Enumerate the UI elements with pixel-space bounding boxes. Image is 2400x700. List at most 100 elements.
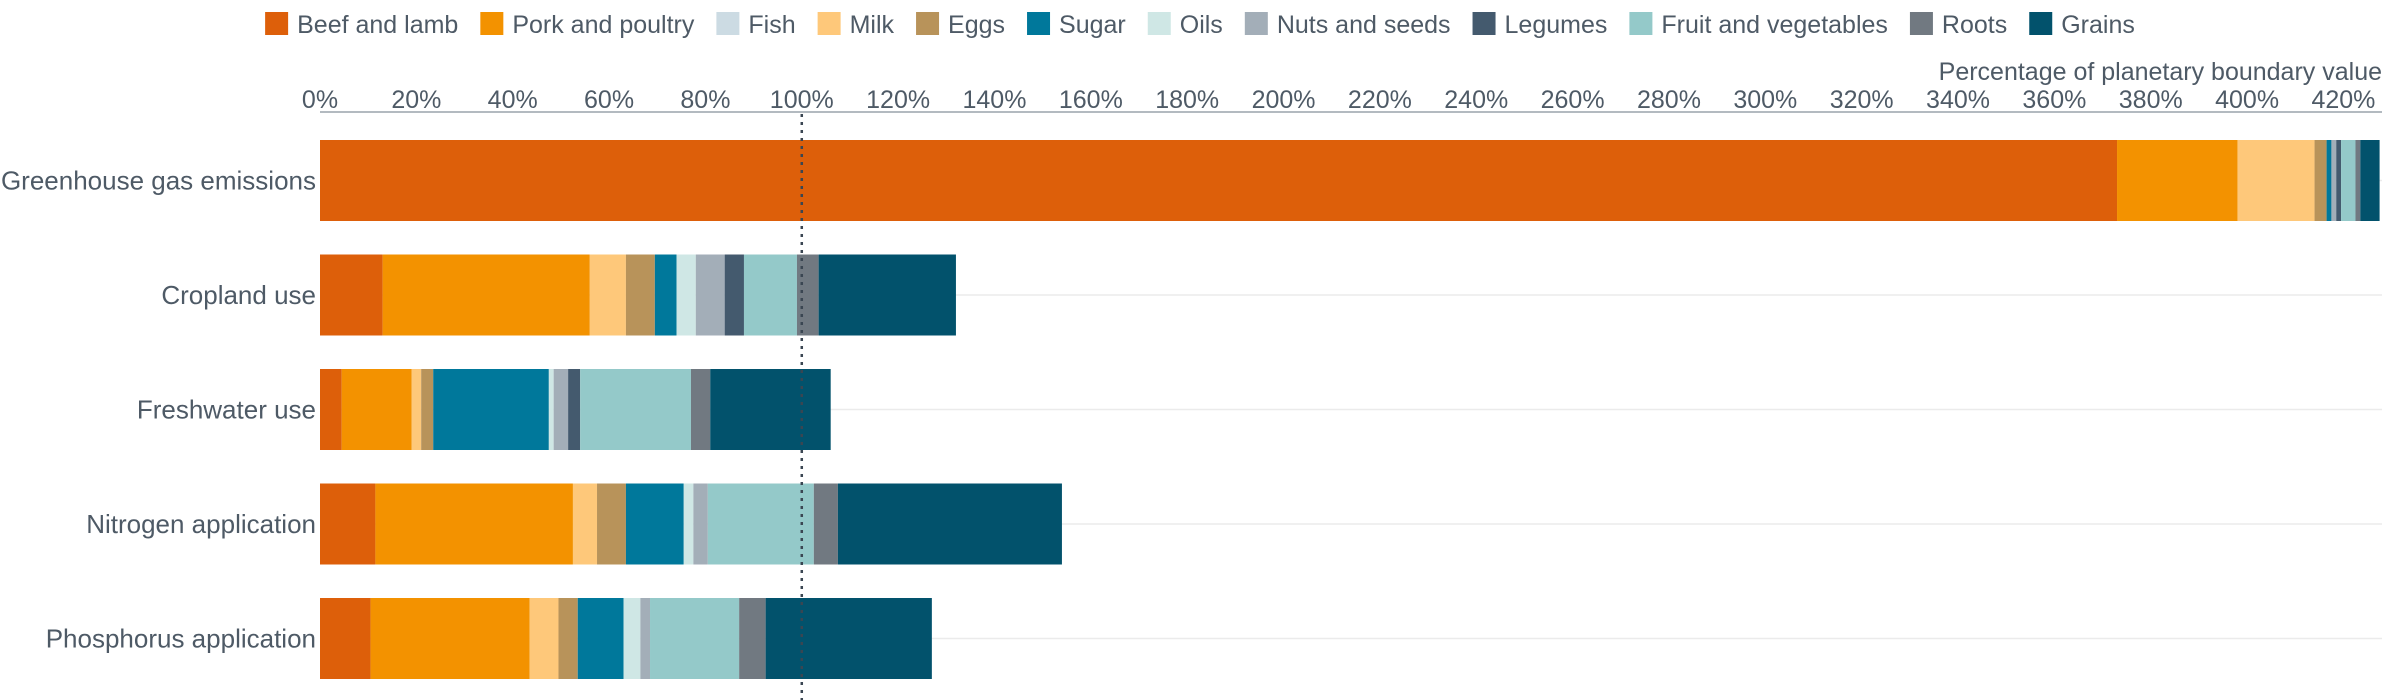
bar-segment-cropland-use-sugar xyxy=(654,254,677,336)
x-tick-label: 240% xyxy=(1444,86,1508,114)
bar-segment-cropland-use-grains xyxy=(818,254,956,336)
bar-segment-phosphorus-application-pork-and-poultry xyxy=(370,598,530,679)
bar-segment-greenhouse-gas-emissions-fruit-and-vegetables xyxy=(2341,140,2356,221)
legend-item-fish: Fish xyxy=(716,11,796,39)
legend-swatch xyxy=(1244,12,1268,35)
bar-segment-freshwater-use-eggs xyxy=(421,369,434,450)
bar-segment-phosphorus-application-roots xyxy=(739,598,766,679)
bar-segment-cropland-use-legumes xyxy=(724,254,744,336)
legend-item-oils: Oils xyxy=(1147,11,1223,39)
x-tick-label: 140% xyxy=(963,86,1027,114)
x-tick-label: 180% xyxy=(1155,86,1219,114)
bar-segment-phosphorus-application-oils xyxy=(623,598,641,679)
bar-segment-freshwater-use-legumes xyxy=(568,369,581,450)
legend-item-eggs: Eggs xyxy=(916,11,1005,39)
legend-item-grains: Grains xyxy=(2029,11,2135,39)
bar-segment-nitrogen-application-eggs xyxy=(597,483,626,565)
bar-segment-nitrogen-application-oils xyxy=(683,483,694,565)
x-tick-label: 80% xyxy=(680,86,730,114)
legend-swatch xyxy=(265,12,289,35)
x-tick-label: 20% xyxy=(391,86,441,114)
bar-segment-nitrogen-application-sugar xyxy=(625,483,684,565)
x-tick-label: 220% xyxy=(1348,86,1412,114)
x-tick-label: 60% xyxy=(584,86,634,114)
legend-label: Eggs xyxy=(948,11,1005,39)
bar-segment-nitrogen-application-milk xyxy=(572,483,598,565)
x-tick-label: 300% xyxy=(1733,86,1797,114)
bar-segment-greenhouse-gas-emissions-sugar xyxy=(2326,140,2332,221)
row-labels: Greenhouse gas emissions Cropland use Fres… xyxy=(1,166,316,654)
legend-label: Fruit and vegetables xyxy=(1661,11,1888,39)
bar-segment-greenhouse-gas-emissions-roots xyxy=(2355,140,2361,221)
bar-segment-cropland-use-fruit-and-vegetables xyxy=(743,254,797,336)
bar-segment-freshwater-use-milk xyxy=(411,369,422,450)
bar-segment-freshwater-use-sugar xyxy=(433,369,549,450)
x-tick-label: 40% xyxy=(488,86,538,114)
legend-swatch xyxy=(1027,12,1051,35)
x-tick-label: 160% xyxy=(1059,86,1123,114)
x-tick-label: 360% xyxy=(2022,86,2086,114)
legend-item-milk: Milk xyxy=(817,11,895,39)
bar-segment-nitrogen-application-roots xyxy=(813,483,838,565)
bar-segment-cropland-use-nuts-and-seeds xyxy=(695,254,725,336)
bar-segment-nitrogen-application-nuts-and-seeds xyxy=(693,483,708,565)
bar-segment-freshwater-use-pork-and-poultry xyxy=(341,369,412,450)
bar-segment-freshwater-use-grains xyxy=(710,369,831,450)
legend-item-fruit-and-vegetables: Fruit and vegetables xyxy=(1629,11,1888,39)
legend-item-nuts-and-seeds: Nuts and seeds xyxy=(1244,11,1451,39)
legend-item-beef-and-lamb: Beef and lamb xyxy=(265,11,458,39)
legend-swatch xyxy=(817,12,841,35)
legend-item-roots: Roots xyxy=(1909,11,2007,39)
legend-label: Sugar xyxy=(1059,11,1126,39)
x-tick-label: 120% xyxy=(866,86,930,114)
x-tick-label: 380% xyxy=(2119,86,2183,114)
bar-segment-nitrogen-application-grains xyxy=(837,483,1062,565)
bar-segment-freshwater-use-nuts-and-seeds xyxy=(553,369,569,450)
bar-segment-nitrogen-application-beef-and-lamb xyxy=(320,483,376,565)
bar-segment-nitrogen-application-pork-and-poultry xyxy=(375,483,573,565)
legend-swatch xyxy=(2029,12,2053,35)
row-label-phosphorus-application: Phosphorus application xyxy=(46,624,316,654)
bar-segment-greenhouse-gas-emissions-eggs xyxy=(2314,140,2327,221)
x-axis-title: Percentage of planetary boundary value xyxy=(1939,58,2382,86)
x-tick-label: 200% xyxy=(1252,86,1316,114)
row-label-nitrogen-application: Nitrogen application xyxy=(86,509,316,539)
legend-swatch xyxy=(716,12,740,35)
x-tick-label: 260% xyxy=(1541,86,1605,114)
bar-segment-phosphorus-application-sugar xyxy=(577,598,624,679)
x-tick-label: 400% xyxy=(2215,86,2279,114)
bar-segment-phosphorus-application-eggs xyxy=(558,598,578,679)
x-tick-label: 320% xyxy=(1830,86,1894,114)
bars xyxy=(320,140,2380,679)
legend-item-sugar: Sugar xyxy=(1027,11,1126,39)
bar-segment-phosphorus-application-milk xyxy=(529,598,559,679)
bar-segment-phosphorus-application-nuts-and-seeds xyxy=(640,598,651,679)
legend-swatch xyxy=(480,12,504,35)
legend-label: Nuts and seeds xyxy=(1277,11,1451,39)
legend-swatch xyxy=(1147,12,1171,35)
bar-segment-cropland-use-beef-and-lamb xyxy=(320,254,383,336)
legend-swatch xyxy=(916,12,940,35)
row-label-greenhouse-gas-emissions: Greenhouse gas emissions xyxy=(1,166,316,196)
bar-segment-freshwater-use-oils xyxy=(548,369,554,450)
legend-swatch xyxy=(1909,12,1933,35)
bar-segment-greenhouse-gas-emissions-legumes xyxy=(2336,140,2342,221)
x-tick-label: 0% xyxy=(302,86,338,114)
legend-label: Legumes xyxy=(1505,11,1608,39)
bar-segment-greenhouse-gas-emissions-milk xyxy=(2237,140,2315,221)
bar-segment-freshwater-use-fruit-and-vegetables xyxy=(580,369,691,450)
legend-label: Oils xyxy=(1180,11,1223,39)
bar-segment-phosphorus-application-fruit-and-vegetables xyxy=(650,598,740,679)
bar-segment-phosphorus-application-grains xyxy=(765,598,932,679)
legend-label: Grains xyxy=(2061,11,2135,39)
legend: Beef and lamb Pork and poultry Fish Milk Egg… xyxy=(265,11,2135,39)
legend-item-pork-and-poultry: Pork and poultry xyxy=(480,11,695,39)
legend-swatch xyxy=(1472,12,1496,35)
bar-segment-nitrogen-application-fruit-and-vegetables xyxy=(707,483,814,565)
x-tick-label: 100% xyxy=(770,86,834,114)
x-tick-label: 280% xyxy=(1637,86,1701,114)
legend-label: Pork and poultry xyxy=(512,11,695,39)
bar-segment-cropland-use-roots xyxy=(796,254,819,336)
bar-segment-greenhouse-gas-emissions-beef-and-lamb xyxy=(320,140,2118,221)
